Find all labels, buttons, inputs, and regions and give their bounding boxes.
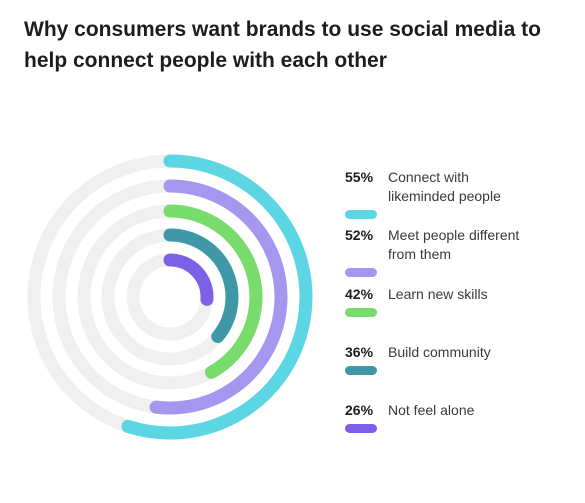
legend-text: 42% Learn new skills [345,285,575,304]
legend-swatch [345,424,377,433]
legend-label: Build community [388,344,491,360]
legend-value: 36% [345,344,374,360]
legend-item: 52% Meet people different from them [345,226,575,277]
arc-42-percent [163,204,263,379]
chart-arcs [121,154,313,440]
legend-text: 26% Not feel alone [345,401,575,420]
legend-item: 42% Learn new skills [345,285,575,317]
legend-text: 52% Meet people different from them [345,226,575,264]
arc-52-percent [149,179,288,415]
legend-value: 42% [345,286,374,302]
legend-item: 55% Connect with likeminded people [345,168,575,219]
legend-label: Connect with likeminded people [388,169,501,204]
legend-label: Not feel alone [388,402,475,418]
legend-value: 26% [345,402,374,418]
legend-text: 55% Connect with likeminded people [345,168,575,206]
arc-55-percent [121,154,313,440]
legend-swatch [345,366,377,375]
legend-swatch [345,308,377,317]
legend-item: 36% Build community [345,343,575,375]
legend-swatch [345,210,377,219]
legend-text: 36% Build community [345,343,575,362]
legend-value: 52% [345,227,374,243]
arc-36-percent [163,228,239,344]
chart-title: Why consumers want brands to use social … [24,18,541,72]
legend-swatch [345,268,377,277]
legend-label: Meet people different from them [388,227,520,262]
legend-item: 26% Not feel alone [345,401,575,433]
arc-26-percent [163,253,214,306]
legend-value: 55% [345,169,374,185]
legend-label: Learn new skills [388,286,488,302]
